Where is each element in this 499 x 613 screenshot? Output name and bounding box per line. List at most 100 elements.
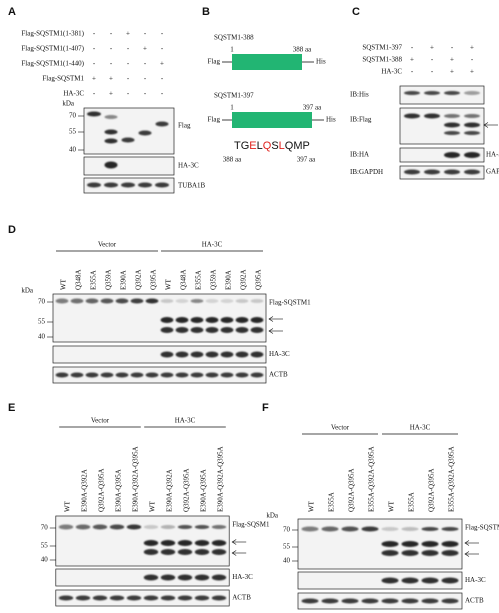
sign: -: [161, 45, 164, 53]
sign: -: [93, 90, 96, 98]
blot-label: HA-3C: [486, 151, 499, 159]
sign: -: [110, 60, 113, 68]
blot-label: Flag: [178, 122, 191, 130]
band: [160, 549, 176, 555]
band: [464, 114, 480, 118]
panel-label: A: [8, 6, 16, 18]
residue: L: [279, 140, 285, 152]
band: [250, 299, 264, 303]
band: [109, 595, 125, 601]
band: [404, 91, 420, 95]
marker: 55: [283, 543, 291, 551]
band: [138, 130, 152, 136]
band: [441, 550, 459, 556]
band: [175, 317, 189, 323]
band: [115, 372, 129, 378]
band: [58, 595, 74, 601]
marker: 70: [69, 112, 77, 120]
band: [177, 549, 193, 555]
band: [220, 372, 234, 378]
blot-label: Flag-SQSTM1: [269, 299, 311, 307]
band: [321, 598, 339, 604]
band: [424, 113, 440, 119]
band: [424, 91, 440, 95]
sign: -: [144, 30, 147, 38]
panel-label: C: [352, 6, 360, 18]
arrow-head: [464, 551, 470, 557]
band: [160, 317, 174, 323]
domain: [232, 54, 302, 70]
band: [235, 317, 249, 323]
blot-label: IB:GAPDH: [350, 168, 383, 176]
sign: -: [110, 45, 113, 53]
band: [194, 525, 210, 529]
band: [104, 129, 118, 135]
band: [421, 527, 439, 531]
band: [205, 317, 219, 323]
row-label: Flag-SQSTM1(1-381): [21, 30, 84, 38]
band: [160, 595, 176, 601]
sign: +: [470, 44, 474, 52]
band: [115, 298, 129, 304]
band: [444, 91, 460, 95]
band: [421, 550, 439, 556]
band: [85, 372, 99, 378]
group-label: Vector: [331, 424, 350, 432]
panel-label: B: [202, 6, 210, 18]
band: [55, 298, 69, 304]
band: [104, 115, 118, 119]
band: [211, 549, 227, 555]
blot-label: TUBA1B: [178, 182, 206, 190]
band: [321, 526, 339, 532]
band: [464, 152, 480, 158]
kda-label: kDa: [62, 100, 75, 108]
blot-label: Flag-SQSM1: [232, 521, 270, 529]
blot-label: ACTB: [465, 597, 484, 605]
band: [177, 595, 193, 601]
lane-label: Q395A: [255, 269, 263, 290]
sign: +: [410, 56, 414, 64]
band: [381, 527, 399, 531]
band: [138, 182, 152, 188]
marker: 40: [41, 556, 49, 564]
band: [143, 595, 159, 601]
band: [58, 524, 74, 530]
residue: L: [257, 140, 263, 152]
lane-label: Q392A-Q395A: [98, 468, 106, 512]
band: [401, 550, 419, 556]
sign: -: [93, 30, 96, 38]
sign: -: [93, 60, 96, 68]
band: [92, 595, 108, 601]
band: [145, 372, 159, 378]
band: [194, 574, 210, 581]
band: [145, 298, 159, 304]
band: [100, 372, 114, 378]
residue: S: [271, 140, 278, 152]
marker: 70: [283, 526, 291, 534]
sign: +: [430, 44, 434, 52]
band: [160, 574, 176, 581]
band: [404, 113, 420, 119]
band: [143, 549, 159, 555]
band: [75, 524, 91, 530]
band: [341, 598, 359, 604]
band: [441, 598, 459, 604]
blot-label: ACTB: [269, 371, 288, 379]
arrow-head: [483, 122, 489, 128]
sign: -: [431, 68, 434, 76]
band: [55, 372, 69, 378]
band: [421, 598, 439, 604]
blot: [52, 293, 267, 343]
lane-label: Q392A: [135, 269, 143, 290]
band: [190, 327, 204, 333]
lane-label: WT: [149, 500, 157, 512]
lane-label: E355A: [195, 270, 203, 290]
band: [250, 317, 264, 323]
band: [190, 351, 204, 358]
lane-label: E355A: [328, 492, 336, 512]
lane-label: Q392A: [240, 269, 248, 290]
band: [441, 541, 459, 547]
band: [175, 351, 189, 358]
lane-label: E390A-Q392A: [166, 469, 174, 512]
